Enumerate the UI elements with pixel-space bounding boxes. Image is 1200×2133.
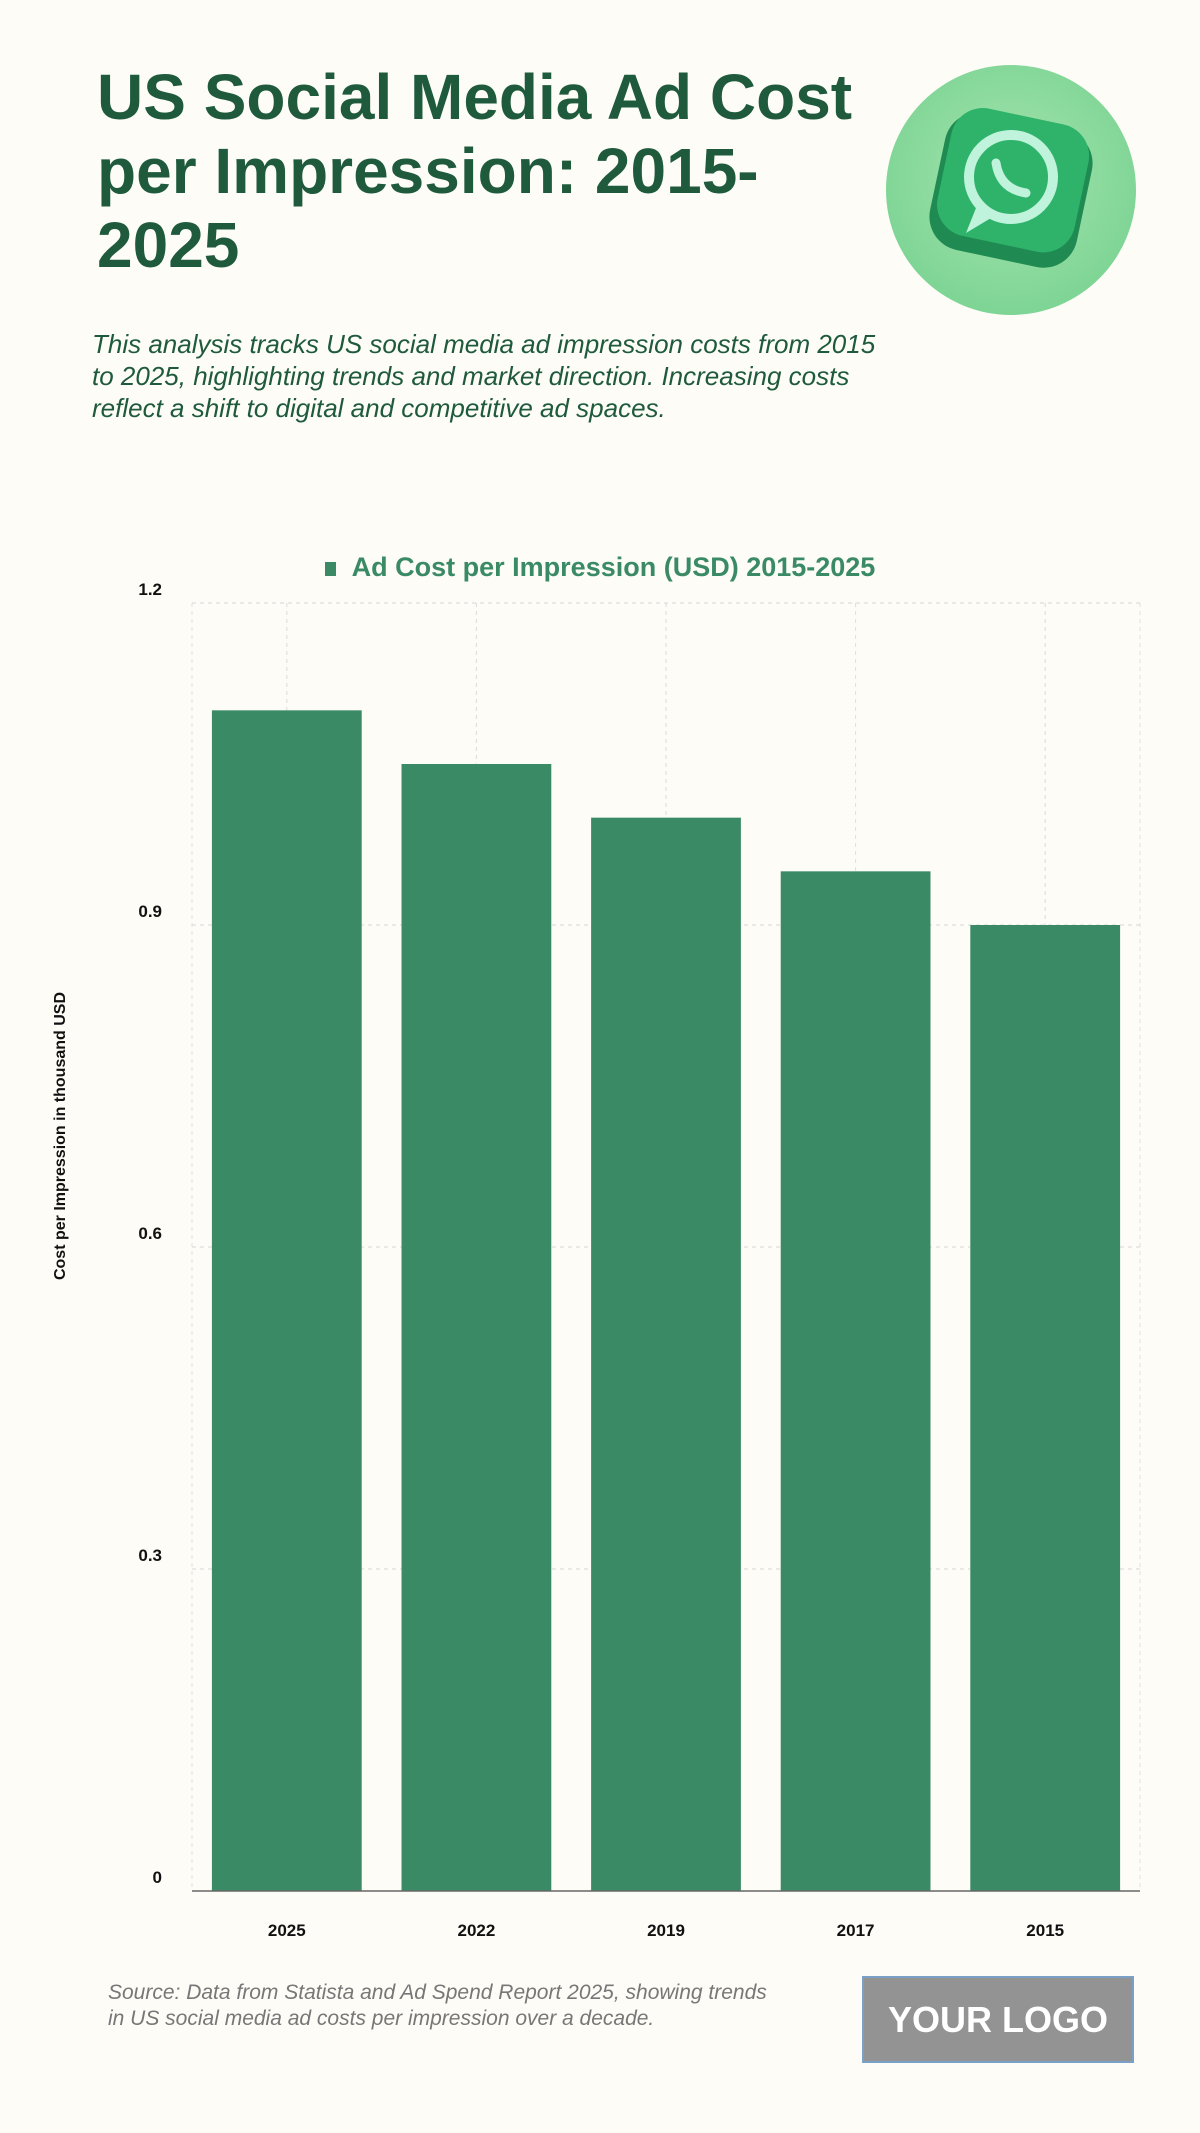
y-tick-label: 1.2: [138, 580, 162, 599]
bar-2022: [401, 764, 552, 1891]
x-tick-label: 2022: [457, 1921, 495, 1940]
bar-2015: [970, 925, 1121, 1891]
legend-swatch: [324, 561, 336, 576]
bar-2017: [780, 871, 931, 1891]
page-subtitle: This analysis tracks US social media ad …: [92, 329, 876, 423]
chart-legend: Ad Cost per Impression (USD) 2015-2025: [0, 552, 1200, 583]
y-tick-label: 0.3: [138, 1546, 162, 1565]
bar-2025: [211, 710, 362, 1892]
x-tick-label: 2025: [268, 1921, 306, 1940]
x-tick-label: 2019: [647, 1921, 685, 1940]
logo-placeholder: YOUR LOGO: [862, 1976, 1134, 2063]
whatsapp-icon: [886, 65, 1136, 315]
x-tick-label: 2017: [837, 1921, 875, 1940]
x-tick-label: 2015: [1026, 1921, 1064, 1940]
bar-2019: [591, 817, 741, 1891]
legend-label: Ad Cost per Impression (USD) 2015-2025: [351, 552, 876, 582]
y-tick-label: 0: [153, 1868, 162, 1887]
source-note: Source: Data from Statista and Ad Spend …: [108, 1981, 767, 2030]
y-tick-label: 0.6: [138, 1224, 162, 1243]
page-title: US Social Media Ad Cost per Impression: …: [97, 61, 853, 281]
y-tick-label: 0.9: [138, 902, 162, 921]
